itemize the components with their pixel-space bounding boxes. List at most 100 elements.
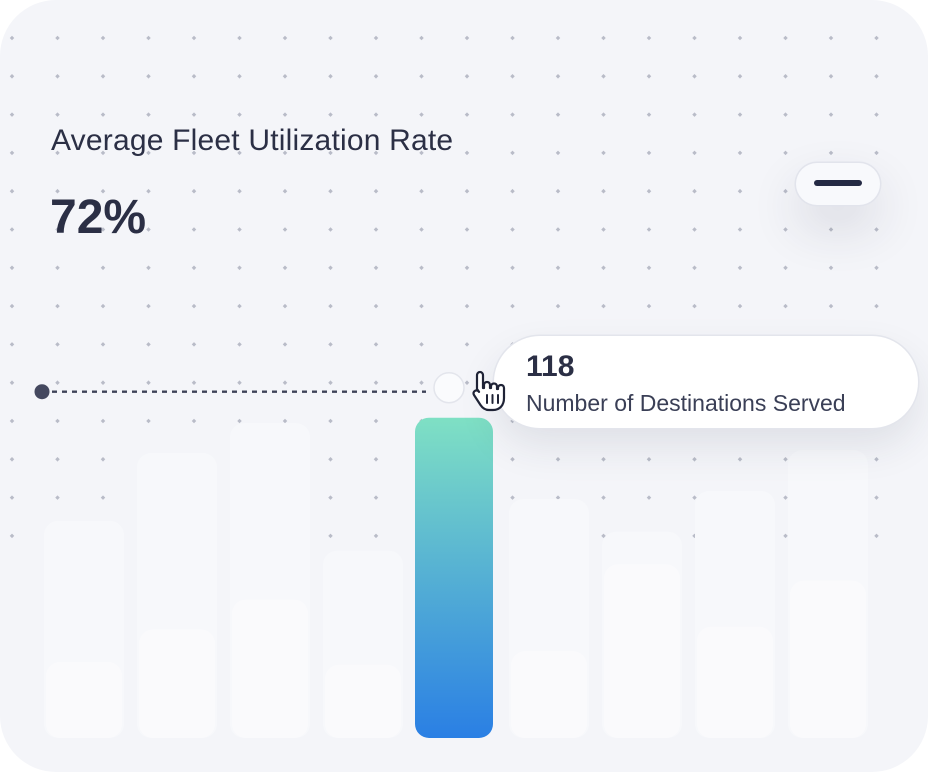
highlighted-bar[interactable] <box>415 417 493 738</box>
value-bar[interactable] <box>139 629 215 738</box>
grid-dot <box>874 265 879 271</box>
value-bar[interactable] <box>697 626 773 738</box>
grid-dot <box>282 380 288 385</box>
grid-dot <box>737 265 743 271</box>
value-marker <box>34 371 465 404</box>
grid-dot <box>419 303 424 309</box>
grid-dot <box>510 188 515 194</box>
grid-dot <box>373 380 379 385</box>
grid-dot <box>373 303 379 309</box>
grid-dot <box>373 418 379 424</box>
value-bar[interactable] <box>790 580 866 738</box>
grid-dot <box>510 35 515 41</box>
grid-dot <box>555 457 561 462</box>
grid-dot <box>237 303 242 309</box>
grid-dot <box>328 303 333 309</box>
grid-dot <box>191 342 197 347</box>
grid-dot <box>737 457 743 462</box>
grid-dot <box>328 265 333 271</box>
grid-dot <box>282 150 288 156</box>
grid-dot <box>464 303 470 309</box>
grid-dot <box>237 342 242 347</box>
grid-dot <box>282 342 288 347</box>
grid-dot <box>282 188 288 194</box>
grid-dot <box>373 188 379 194</box>
grid-dot <box>9 457 15 462</box>
grid-dot <box>55 457 60 462</box>
grid-dot <box>191 35 197 41</box>
grid-dot <box>100 457 106 462</box>
guide-line-start-dot <box>34 384 50 400</box>
grid-dot <box>510 150 515 156</box>
grid-dot <box>464 265 470 271</box>
value-tooltip: 118 Number of Destinations Served <box>494 336 918 428</box>
grid-dot <box>237 418 242 424</box>
grid-dot <box>419 150 424 156</box>
grid-dot <box>828 303 834 309</box>
grid-dot <box>692 495 697 500</box>
collapse-button[interactable] <box>796 163 880 205</box>
grid-dot <box>100 35 106 41</box>
grid-dot <box>237 380 242 385</box>
grid-dot <box>328 380 333 385</box>
grid-dot <box>55 150 60 156</box>
grid-dot <box>55 112 60 117</box>
grid-dot <box>191 380 197 385</box>
grid-dot <box>419 342 424 347</box>
card-title: Average Fleet Utilization Rate <box>51 124 454 157</box>
grid-dot <box>874 495 879 500</box>
value-bar[interactable] <box>46 662 122 738</box>
grid-dot <box>328 150 333 156</box>
grid-dot <box>874 303 879 309</box>
grid-dot <box>55 35 60 41</box>
grid-dot <box>282 303 288 309</box>
utilization-value: 72% <box>50 191 147 244</box>
grid-dot <box>874 457 879 462</box>
grid-dot <box>328 418 333 424</box>
grid-dot <box>328 188 333 194</box>
grid-dot <box>419 380 424 385</box>
grid-dot <box>282 265 288 271</box>
grid-dot <box>191 265 197 271</box>
value-bar[interactable] <box>232 599 308 738</box>
grid-dot <box>692 265 697 271</box>
grid-dot <box>100 265 106 271</box>
grid-dot <box>328 495 333 500</box>
grid-dot <box>100 227 106 232</box>
grid-dot <box>328 342 333 347</box>
grid-dot <box>419 265 424 271</box>
grid-dot <box>464 380 470 385</box>
grid-dot <box>783 457 788 462</box>
hand-pointer-icon <box>472 370 506 412</box>
grid-dot <box>464 150 470 156</box>
grid-dot <box>9 265 15 271</box>
grid-dot <box>373 150 379 156</box>
grid-dot <box>783 303 788 309</box>
grid-dot <box>419 188 424 194</box>
value-bar[interactable] <box>511 651 587 738</box>
grid-dot <box>282 418 288 424</box>
grid-dot <box>510 457 515 462</box>
grid-dot <box>146 380 151 385</box>
tooltip-label: Number of Destinations Served <box>526 390 846 416</box>
tooltip-value: 118 <box>526 350 575 383</box>
grid-dot <box>601 457 606 462</box>
grid-dot <box>237 35 242 41</box>
grid-dot <box>646 303 652 309</box>
grid-dot <box>646 265 652 271</box>
grid-dot <box>828 265 834 271</box>
grid-dot <box>146 303 151 309</box>
grid-dot <box>601 303 606 309</box>
grid-dot <box>646 457 652 462</box>
grid-dot <box>601 495 606 500</box>
grid-dot <box>237 265 242 271</box>
value-bar[interactable] <box>604 564 680 738</box>
grid-dot <box>373 495 379 500</box>
value-bar[interactable] <box>325 664 401 738</box>
grid-dot <box>55 188 60 194</box>
grid-dot <box>783 495 788 500</box>
grid-dot <box>510 495 515 500</box>
bar-marker-knob[interactable] <box>433 371 465 404</box>
grid-dot <box>555 303 561 309</box>
grid-dot <box>601 265 606 271</box>
